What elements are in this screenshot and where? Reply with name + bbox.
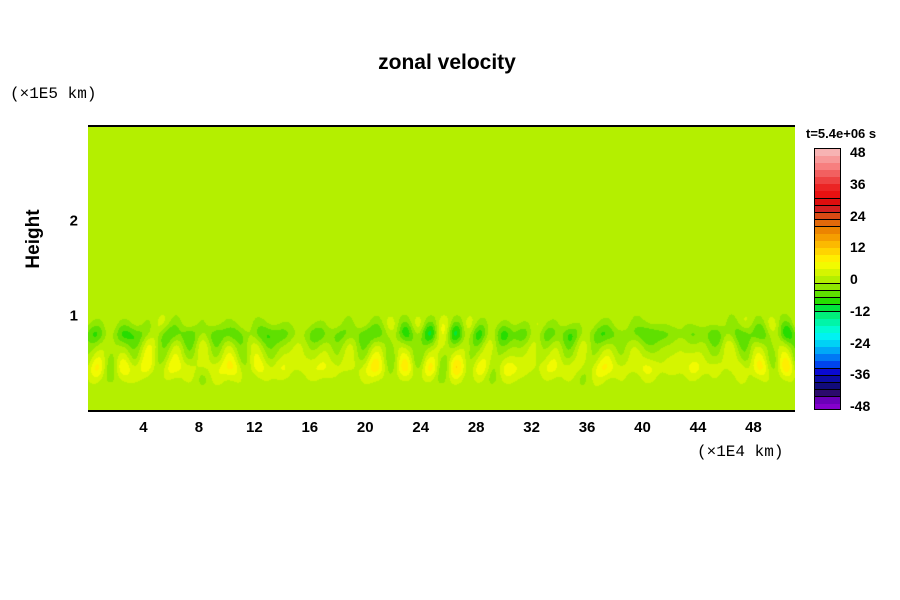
- x-tick-label: 32: [523, 419, 540, 436]
- plot-top-border: [88, 125, 795, 127]
- x-tick-label: 40: [634, 419, 651, 436]
- x-tick-label: 24: [412, 419, 430, 436]
- page-title: zonal velocity: [378, 51, 516, 74]
- colorbar-tick-label: 48: [850, 144, 866, 160]
- colorbar-gradient: [814, 148, 841, 410]
- contour-field: [88, 127, 795, 410]
- colorbar-tick-label: 12: [850, 239, 866, 256]
- colorbar-tick-label: -24: [850, 334, 871, 351]
- x-tick-label: 28: [467, 419, 485, 436]
- colorbar-tick-label: 0: [850, 271, 858, 287]
- colorbar-tick-label: -12: [850, 302, 871, 319]
- colorbar-title: t=5.4e+06 s: [806, 126, 877, 141]
- x-tick-label: 16: [301, 419, 319, 436]
- colorbar: t=5.4e+06 s 48 36 24 12 0 -12 -24 -36 -48: [806, 126, 900, 418]
- plot-area: [88, 125, 795, 412]
- colorbar-band: [815, 403, 840, 409]
- y-tick-label: 2: [69, 212, 78, 230]
- colorbar-tick-label: 36: [850, 175, 866, 192]
- x-tick-label: 4: [139, 419, 148, 436]
- colorbar-tick-label: -48: [850, 398, 871, 414]
- x-tick-label: 8: [194, 419, 204, 436]
- y-axis-title: Height: [23, 209, 44, 269]
- y-tick-label: 1: [69, 307, 78, 325]
- contour-raster: [88, 127, 795, 410]
- x-tick-label: 36: [578, 419, 596, 436]
- x-tick-label: 44: [689, 419, 707, 436]
- x-tick-label: 12: [246, 419, 263, 436]
- x-axis-line: [88, 410, 795, 412]
- colorbar-tick-label: 24: [850, 207, 866, 224]
- colorbar-tick-label: -36: [850, 366, 871, 383]
- x-axis-unit-label: (×1E4 km): [697, 443, 784, 461]
- x-tick-label: 48: [745, 419, 762, 436]
- x-tick-label: 20: [356, 419, 374, 436]
- y-axis-unit-label: (×1E5 km): [10, 85, 97, 103]
